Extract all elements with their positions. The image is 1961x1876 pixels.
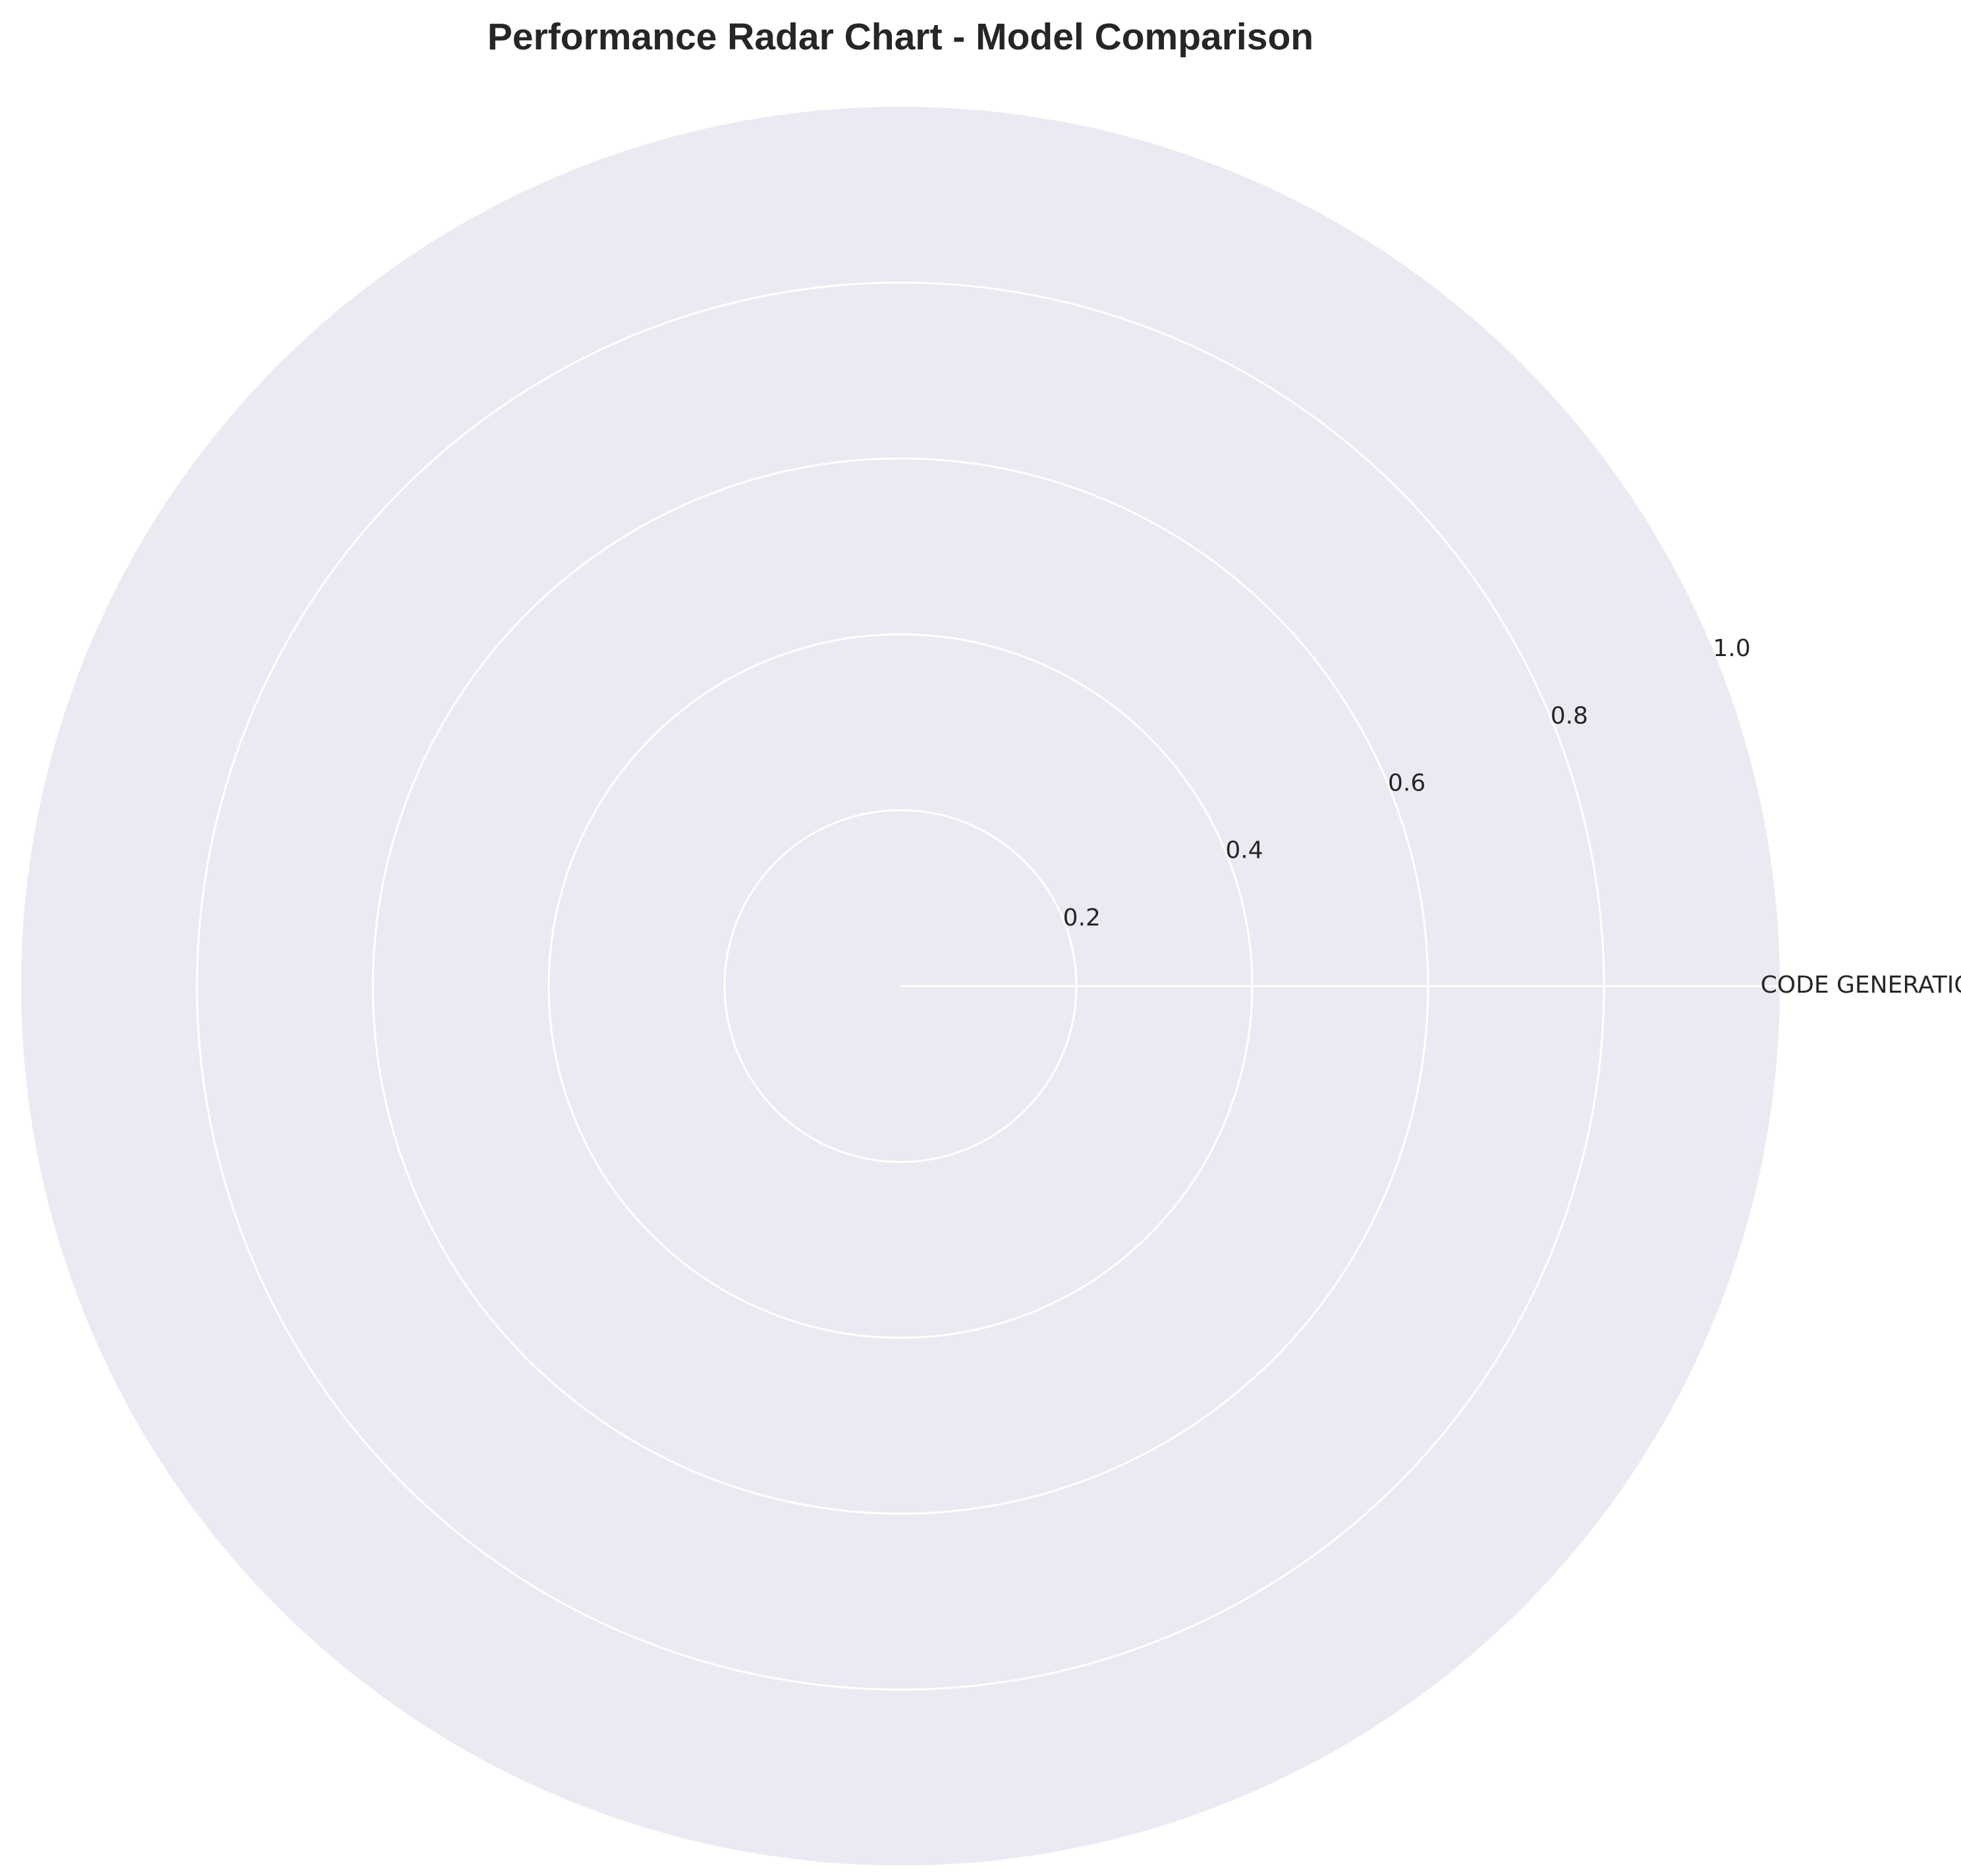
axis-label-0: CODE GENERATION — [1761, 972, 1961, 999]
tick-label-1.0: 1.0 — [1713, 635, 1750, 662]
tick-label-0.2: 0.2 — [1063, 904, 1101, 931]
chart-title: Performance Radar Chart - Model Comparis… — [487, 16, 1313, 58]
tick-label-0.6: 0.6 — [1388, 769, 1425, 796]
tick-label-0.4: 0.4 — [1225, 837, 1263, 864]
tick-label-0.8: 0.8 — [1551, 702, 1588, 729]
radial-tick-labels: 0.2 0.4 0.6 0.8 1.0 — [1063, 635, 1751, 931]
category-axis-labels: CODE GENERATION — [1761, 972, 1961, 999]
